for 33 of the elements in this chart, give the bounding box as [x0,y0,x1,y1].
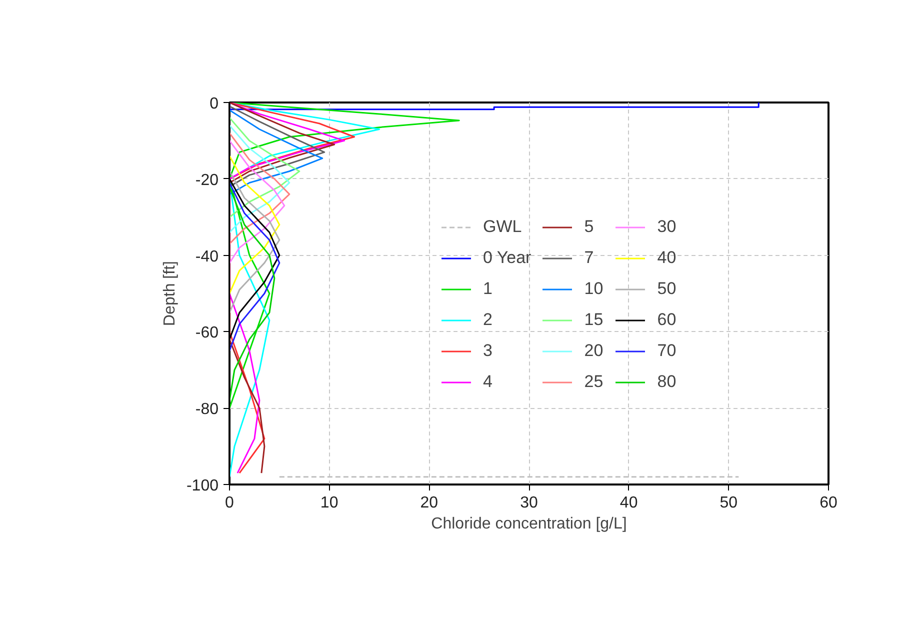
x-axis-title: Chloride concentration [g/L] [431,516,627,532]
legend-label: 0 Year [483,248,532,268]
legend-label: 4 [483,372,494,392]
legend-label: 25 [584,372,604,392]
x-tick-label: 50 [720,494,738,512]
x-tick-label: 60 [820,494,838,512]
legend-label: 15 [584,310,604,330]
legend-label: 1 [483,279,494,299]
legend-label: 60 [657,310,678,330]
legend-label: 30 [657,217,678,237]
legend-label: 40 [657,248,678,268]
x-tick-label: 0 [225,494,234,512]
legend-label: 5 [584,217,595,237]
x-tick-label: 40 [620,494,638,512]
y-tick-label: -60 [195,324,219,342]
legend-label: 20 [584,341,604,361]
x-tick-label: 20 [420,494,438,512]
legend-label: 3 [483,341,494,361]
legend-label: GWL [483,217,522,237]
legend-label: 50 [657,279,678,299]
y-tick-label: -20 [195,172,219,189]
y-tick-label: -100 [186,478,219,494]
x-tick-label: 10 [320,494,338,512]
legend-label: 2 [483,310,494,330]
x-tick-label: 30 [520,494,538,512]
legend-label: 70 [657,341,678,361]
y-tick-label: -80 [195,401,219,418]
y-axis-title: Depth [ft] [161,261,178,326]
y-tick-label: -40 [195,248,219,266]
y-tick-label: 0 [210,96,219,112]
legend-label: 10 [584,279,604,299]
legend-label: 7 [584,248,595,268]
legend-label: 80 [657,372,678,392]
